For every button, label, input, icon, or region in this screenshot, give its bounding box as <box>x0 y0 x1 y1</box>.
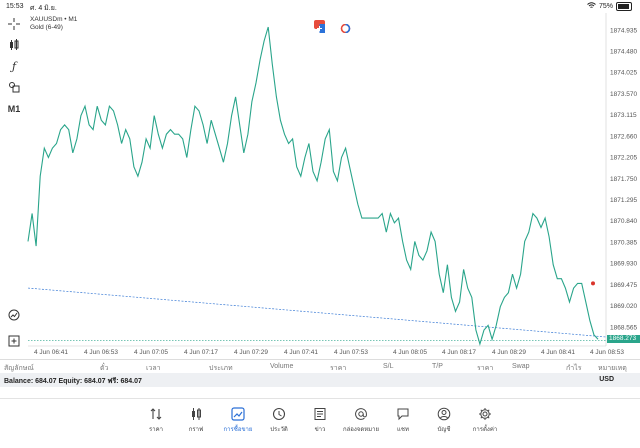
new-order-icon[interactable] <box>6 333 22 349</box>
battery-percent: 75% <box>598 3 613 10</box>
balance-currency: USD <box>599 376 614 383</box>
col-volume[interactable]: Volume <box>270 363 294 370</box>
objects-icon[interactable] <box>6 79 22 95</box>
y-tick-label: 1872.660 <box>610 133 637 140</box>
x-tick-label: 4 Jun 08:53 <box>590 349 624 356</box>
y-tick-label: 1871.295 <box>610 197 637 204</box>
col-sl[interactable]: S/L <box>383 363 394 370</box>
x-tick-label: 4 Jun 08:29 <box>492 349 526 356</box>
candles-icon <box>192 408 201 420</box>
indicators-icon[interactable] <box>6 37 22 53</box>
nav-label: การซื้อขาย <box>223 427 253 433</box>
y-tick-label: 1874.480 <box>610 49 637 56</box>
news-icon <box>314 408 326 420</box>
trendline <box>27 287 607 338</box>
y-tick-label: 1869.475 <box>610 282 637 289</box>
price-chart[interactable]: 1874.935 1874.480 1874.025 1873.570 1873.115… <box>0 0 640 360</box>
last-price-marker <box>591 281 595 286</box>
col-ticket[interactable]: ตั๋ว <box>100 365 109 372</box>
col-time[interactable]: เวลา <box>146 365 161 372</box>
current-price-tag: 1868.273 <box>607 335 640 343</box>
chart-toolbar: ƒ M1 <box>0 13 28 347</box>
x-tick-label: 4 Jun 08:05 <box>393 349 427 356</box>
chart-settings-icon[interactable] <box>340 20 351 34</box>
y-tick-label: 1873.570 <box>610 91 637 98</box>
y-tick-labels: 1874.935 1874.480 1874.025 1873.570 1873.115… <box>610 27 637 331</box>
gear-icon <box>479 408 491 420</box>
x-tick-label: 4 Jun 08:17 <box>442 349 476 356</box>
x-tick-labels: 4 Jun 06:41 4 Jun 06:53 4 Jun 07:05 4 Jun 0… <box>34 349 624 356</box>
nav-label: ราคา <box>149 427 163 433</box>
nav-label: กราฟ <box>188 427 204 433</box>
chat-icon <box>397 408 409 421</box>
one-click-trading-icon[interactable] <box>314 20 325 33</box>
status-bar: 15:53 ศ. 4 มิ.ย. 75% <box>0 0 640 13</box>
crosshair-icon[interactable] <box>6 16 22 32</box>
y-tick-label: 1868.565 <box>610 324 637 331</box>
status-time: 15:53 <box>6 3 24 10</box>
zoom-icon[interactable] <box>6 307 22 323</box>
x-tick-label: 4 Jun 08:41 <box>541 349 575 356</box>
bottom-nav: ราคา กราฟ การซื้อขาย ประวัติ ข่าว กล่องจ… <box>0 398 640 448</box>
col-tp[interactable]: T/P <box>432 363 443 370</box>
y-tick-label: 1870.840 <box>610 218 637 225</box>
y-tick-label: 1874.025 <box>610 70 637 77</box>
chart-subtitle: Gold (6-49) <box>30 24 63 31</box>
price-series <box>27 26 599 346</box>
col-symbol[interactable]: สัญลักษณ์ <box>4 365 34 372</box>
col-price[interactable]: ราคา <box>330 365 347 372</box>
x-tick-label: 4 Jun 07:29 <box>234 349 268 356</box>
y-tick-label: 1869.930 <box>610 261 637 268</box>
x-tick-label: 4 Jun 07:53 <box>334 349 368 356</box>
x-tick-label: 4 Jun 07:41 <box>284 349 318 356</box>
function-icon[interactable]: ƒ <box>11 59 17 73</box>
status-right: 75% <box>587 2 632 11</box>
trade-icon <box>231 407 245 421</box>
nav-label: ประวัติ <box>270 427 288 433</box>
nav-trade[interactable]: การซื้อขาย <box>218 407 258 434</box>
nav-quotes[interactable]: ราคา <box>136 407 176 434</box>
x-tick-label: 4 Jun 06:53 <box>84 349 118 356</box>
balance-bar: Balance: 684.07 Equity: 684.07 ฟรี: 684.… <box>0 373 640 387</box>
col-current-price[interactable]: ราคา <box>477 365 494 372</box>
y-tick-label: 1873.115 <box>610 112 637 119</box>
x-tick-label: 4 Jun 06:41 <box>34 349 68 356</box>
nav-label: กล่องจดหมาย <box>342 427 380 433</box>
y-tick-label: 1870.385 <box>610 239 637 246</box>
nav-chart[interactable]: กราฟ <box>176 407 216 434</box>
balance-text: Balance: 684.07 Equity: 684.07 ฟรี: 684.… <box>4 378 142 385</box>
nav-mailbox[interactable]: กล่องจดหมาย <box>341 407 381 434</box>
nav-news[interactable]: ข่าว <box>300 407 340 434</box>
nav-settings[interactable]: การตั้งค่า <box>465 407 505 434</box>
y-tick-label: 1874.935 <box>610 27 637 34</box>
nav-accounts[interactable]: บัญชี <box>424 407 464 434</box>
chart-title: XAUUSDm • M1 Gold (6-49) <box>30 16 77 32</box>
chart-symbol: XAUUSDm • M1 <box>30 16 78 23</box>
nav-label: บัญชี <box>437 427 451 433</box>
nav-label: ข่าว <box>314 427 326 433</box>
history-icon <box>272 407 286 421</box>
account-icon <box>437 407 451 421</box>
battery-icon <box>616 2 632 11</box>
col-type[interactable]: ประเภท <box>209 365 233 372</box>
y-tick-label: 1872.205 <box>610 155 637 162</box>
y-tick-label: 1869.020 <box>610 303 637 310</box>
quotes-icon <box>150 408 162 420</box>
wifi-icon <box>587 2 596 11</box>
x-tick-label: 4 Jun 07:17 <box>184 349 218 356</box>
col-swap[interactable]: Swap <box>512 363 530 370</box>
timeframe-button[interactable]: M1 <box>7 104 21 114</box>
nav-history[interactable]: ประวัติ <box>259 407 299 434</box>
nav-chat[interactable]: แชท <box>383 407 423 434</box>
col-comment[interactable]: หมายเหตุ <box>598 365 627 372</box>
col-profit[interactable]: กำไร <box>566 365 582 372</box>
nav-label: การตั้งค่า <box>472 427 498 433</box>
at-icon <box>355 408 367 420</box>
y-tick-label: 1871.750 <box>610 176 637 183</box>
x-tick-label: 4 Jun 07:05 <box>134 349 168 356</box>
status-date: ศ. 4 มิ.ย. <box>30 5 57 12</box>
nav-label: แชท <box>397 427 409 433</box>
